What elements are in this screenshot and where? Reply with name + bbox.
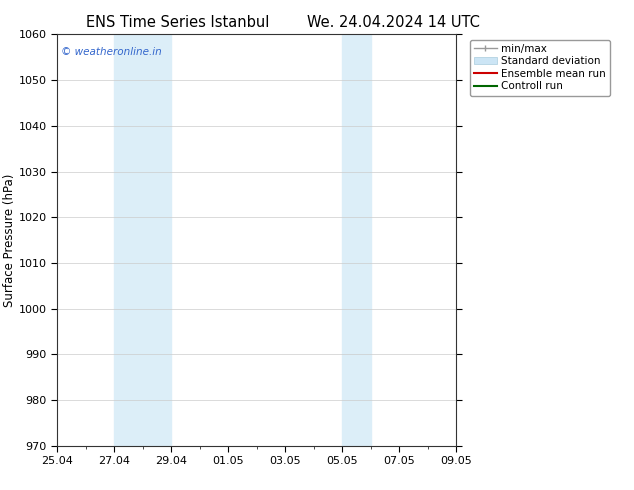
Bar: [114, 34, 171, 446]
Text: © weatheronline.in: © weatheronline.in: [61, 47, 162, 57]
Text: ENS Time Series Istanbul: ENS Time Series Istanbul: [86, 15, 269, 30]
Y-axis label: Surface Pressure (hPa): Surface Pressure (hPa): [3, 173, 16, 307]
Legend: min/max, Standard deviation, Ensemble mean run, Controll run: min/max, Standard deviation, Ensemble me…: [470, 40, 610, 96]
Text: We. 24.04.2024 14 UTC: We. 24.04.2024 14 UTC: [307, 15, 479, 30]
Bar: [342, 34, 371, 446]
